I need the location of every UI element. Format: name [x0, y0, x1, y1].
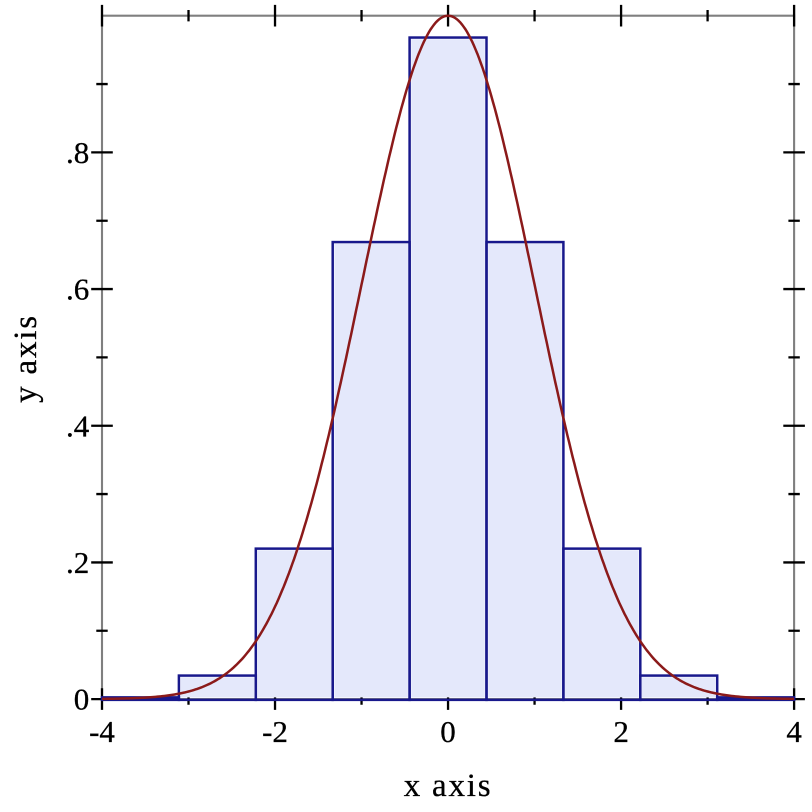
svg-text:-4: -4 — [89, 714, 115, 749]
svg-text:2: 2 — [613, 714, 629, 749]
svg-text:y axis: y axis — [8, 314, 44, 403]
svg-text:.6: .6 — [66, 272, 89, 307]
svg-text:.2: .2 — [66, 545, 89, 580]
svg-text:0: 0 — [440, 714, 456, 749]
svg-text:x axis: x axis — [404, 768, 493, 804]
svg-text:4: 4 — [786, 714, 802, 749]
svg-text:0: 0 — [74, 682, 90, 717]
svg-text:.4: .4 — [66, 408, 90, 443]
svg-text:-2: -2 — [262, 714, 288, 749]
svg-text:.8: .8 — [66, 135, 89, 170]
